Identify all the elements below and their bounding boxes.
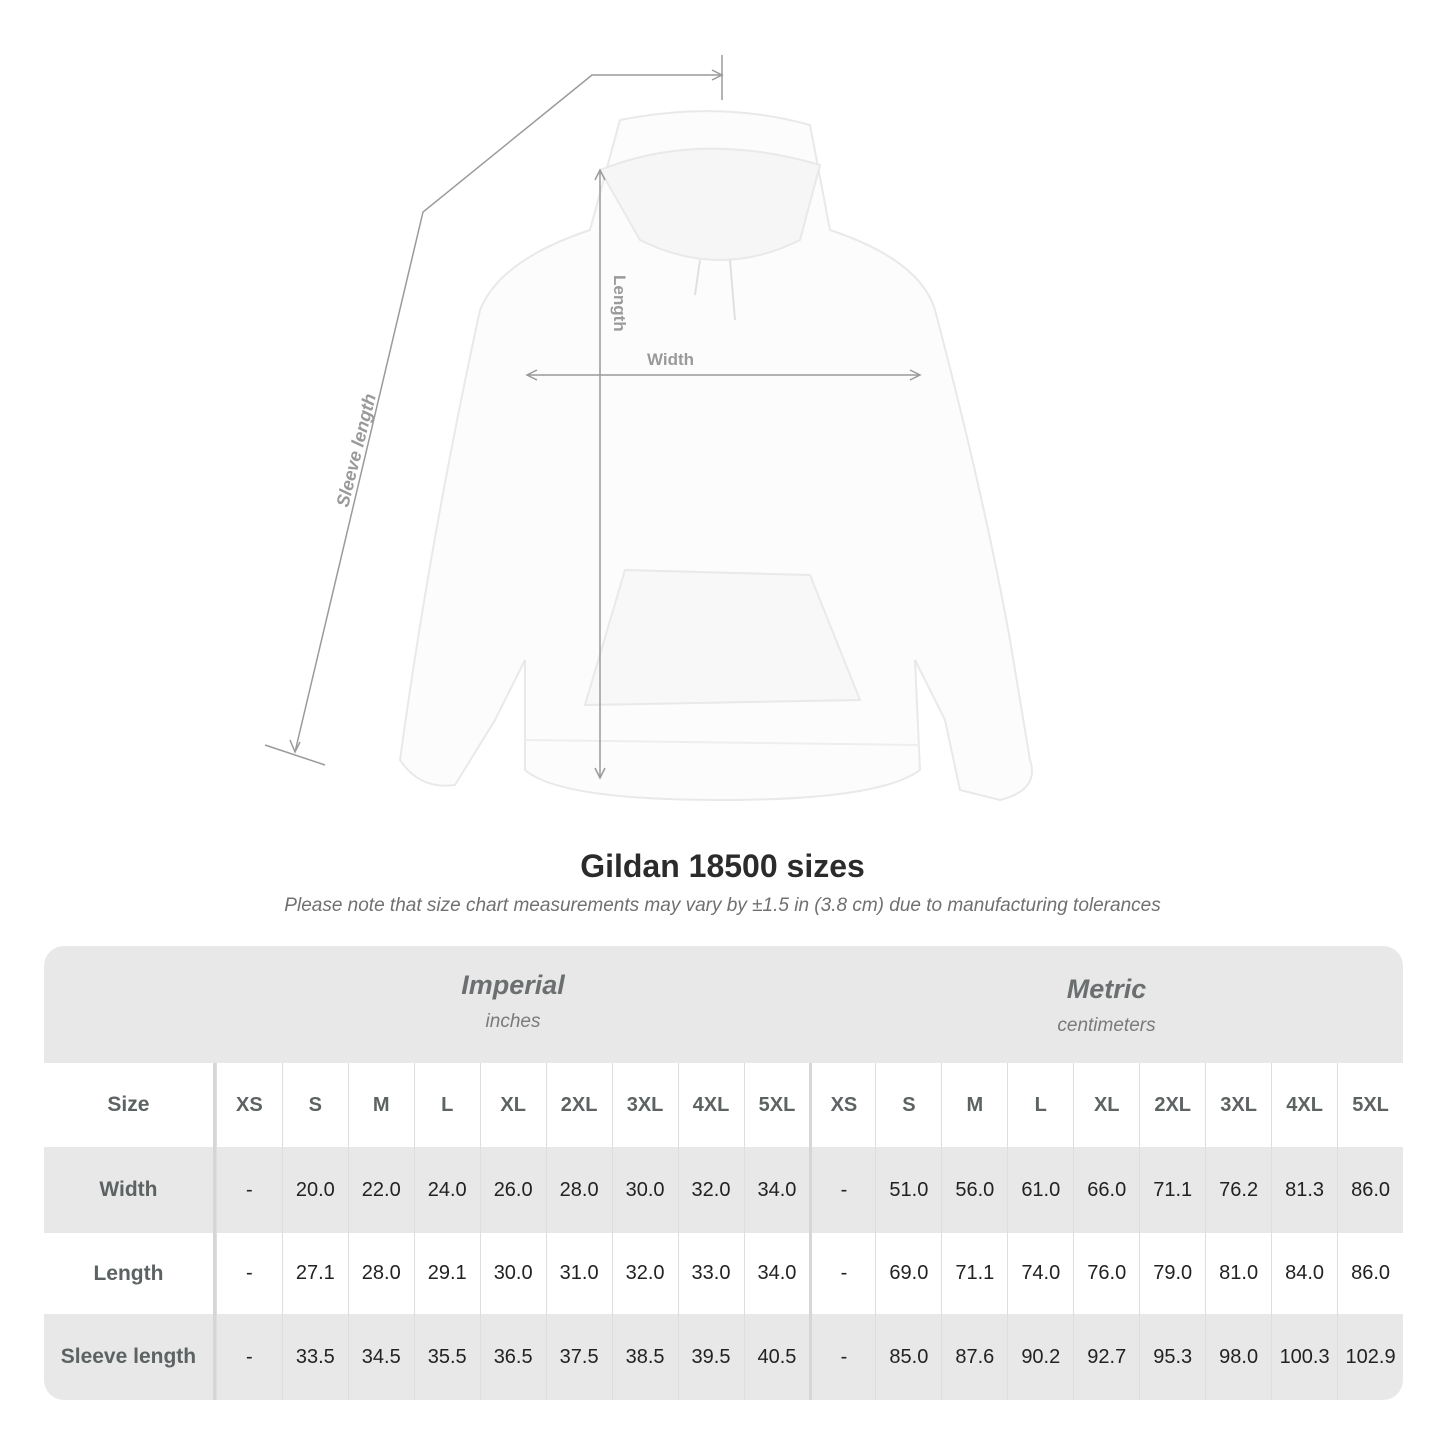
imperial-value-cell: 33.0 [677, 1233, 744, 1314]
metric-value-cell: - [809, 1147, 875, 1233]
metric-size-header: 3XL [1205, 1063, 1271, 1147]
imperial-size-header: L [413, 1063, 480, 1147]
metric-value-cell: 81.3 [1271, 1147, 1337, 1233]
metric-value-cell: 69.0 [875, 1233, 941, 1314]
imperial-value-cell: 40.5 [743, 1314, 810, 1400]
imperial-value-cell: 38.5 [611, 1314, 678, 1400]
imperial-size-header: 5XL [743, 1063, 810, 1147]
metric-value-cell: 51.0 [875, 1147, 941, 1233]
metric-value-cell: 95.3 [1139, 1314, 1205, 1400]
metric-value-cell: - [809, 1233, 875, 1314]
imperial-value-cell: 30.0 [479, 1233, 546, 1314]
imperial-size-header: 4XL [677, 1063, 744, 1147]
imperial-value-cell: 24.0 [413, 1147, 480, 1233]
metric-size-header: 5XL [1337, 1063, 1403, 1147]
chart-title: Gildan 18500 sizes [580, 848, 865, 884]
size-table: Imperial inches Metric centimeters Size X… [44, 946, 1403, 1400]
imperial-size-header: XS [215, 1063, 282, 1147]
size-header-row: Size XS S M L XL 2XL 3XL 4XL 5XL XS S M L XL 2XL 3XL 4XL 5… [44, 1063, 1403, 1147]
metric-value-cell: - [809, 1314, 875, 1400]
table-row: Sleeve length -33.5 34.5 35.5 36.5 37.5 38.5 39… [44, 1314, 1403, 1400]
imperial-value-cell: 31.0 [545, 1233, 612, 1314]
metric-size-header: L [1007, 1063, 1073, 1147]
width-label: Width [647, 350, 694, 369]
metric-value-cell: 76.2 [1205, 1147, 1271, 1233]
imperial-value-cell: - [215, 1314, 282, 1400]
size-column-header: Size [44, 1063, 216, 1147]
metric-value-cell: 102.9 [1337, 1314, 1403, 1400]
imperial-size-header: 3XL [611, 1063, 678, 1147]
metric-value-cell: 92.7 [1073, 1314, 1139, 1400]
metric-value-cell: 84.0 [1271, 1233, 1337, 1314]
metric-value-cell: 79.0 [1139, 1233, 1205, 1314]
imperial-value-cell: 29.1 [413, 1233, 480, 1314]
metric-value-cell: 86.0 [1337, 1233, 1403, 1314]
imperial-value-cell: 34.0 [743, 1233, 810, 1314]
imperial-value-cell: 28.0 [545, 1147, 612, 1233]
sleeve-length-label: Sleeve length [332, 392, 379, 509]
row-label: Width [44, 1147, 216, 1233]
imperial-value-cell: 20.0 [281, 1147, 348, 1233]
row-label: Length [44, 1233, 216, 1314]
imperial-value-cell: 27.1 [281, 1233, 348, 1314]
imperial-value-cell: 22.0 [347, 1147, 414, 1233]
metric-value-cell: 87.6 [941, 1314, 1007, 1400]
imperial-value-cell: 34.5 [347, 1314, 414, 1400]
metric-size-header: M [941, 1063, 1007, 1147]
metric-value-cell: 86.0 [1337, 1147, 1403, 1233]
imperial-unit: inches [485, 1011, 541, 1032]
imperial-value-cell: 34.0 [743, 1147, 810, 1233]
table-row: Length -27.1 28.0 29.1 30.0 31.0 32.0 33.0 34.0-… [44, 1233, 1403, 1314]
metric-size-header: 4XL [1271, 1063, 1337, 1147]
metric-value-cell: 56.0 [941, 1147, 1007, 1233]
imperial-value-cell: 37.5 [545, 1314, 612, 1400]
measurement-lines [264, 55, 922, 780]
imperial-size-header: XL [479, 1063, 546, 1147]
metric-value-cell: 66.0 [1073, 1147, 1139, 1233]
imperial-size-header: M [347, 1063, 414, 1147]
row-label: Sleeve length [44, 1314, 216, 1400]
metric-size-header: S [875, 1063, 941, 1147]
metric-size-header: XS [809, 1063, 875, 1147]
metric-size-header: 2XL [1139, 1063, 1205, 1147]
metric-value-cell: 71.1 [941, 1233, 1007, 1314]
imperial-value-cell: 36.5 [479, 1314, 546, 1400]
imperial-value-cell: - [215, 1233, 282, 1314]
metric-value-cell: 100.3 [1271, 1314, 1337, 1400]
metric-header: Metric centimeters [810, 974, 1403, 1091]
imperial-value-cell: 30.0 [611, 1147, 678, 1233]
metric-value-cell: 98.0 [1205, 1314, 1271, 1400]
imperial-size-header: S [281, 1063, 348, 1147]
metric-label: Metric [1066, 974, 1147, 1004]
metric-size-header: XL [1073, 1063, 1139, 1147]
metric-value-cell: 85.0 [875, 1314, 941, 1400]
imperial-value-cell: 33.5 [281, 1314, 348, 1400]
metric-value-cell: 71.1 [1139, 1147, 1205, 1233]
imperial-label: Imperial [461, 970, 565, 1000]
imperial-value-cell: 32.0 [611, 1233, 678, 1314]
tolerance-note: Please note that size chart measurements… [284, 895, 1161, 916]
imperial-value-cell: 39.5 [677, 1314, 744, 1400]
metric-value-cell: 74.0 [1007, 1233, 1073, 1314]
hoodie-diagram: Sleeve length Length Width [264, 55, 1033, 802]
metric-value-cell: 90.2 [1007, 1314, 1073, 1400]
imperial-value-cell: 28.0 [347, 1233, 414, 1314]
imperial-header: Imperial inches [216, 970, 810, 1087]
hoodie-image [398, 110, 1033, 802]
metric-value-cell: 81.0 [1205, 1233, 1271, 1314]
metric-unit: centimeters [1057, 1015, 1156, 1036]
metric-value-cell: 61.0 [1007, 1147, 1073, 1233]
metric-value-cell: 76.0 [1073, 1233, 1139, 1314]
imperial-size-header: 2XL [545, 1063, 612, 1147]
imperial-value-cell: - [215, 1147, 282, 1233]
imperial-value-cell: 35.5 [413, 1314, 480, 1400]
imperial-value-cell: 26.0 [479, 1147, 546, 1233]
length-label: Length [610, 275, 629, 332]
imperial-value-cell: 32.0 [677, 1147, 744, 1233]
table-row: Width -20.0 22.0 24.0 26.0 28.0 30.0 32.0 34.0-5… [44, 1147, 1403, 1233]
